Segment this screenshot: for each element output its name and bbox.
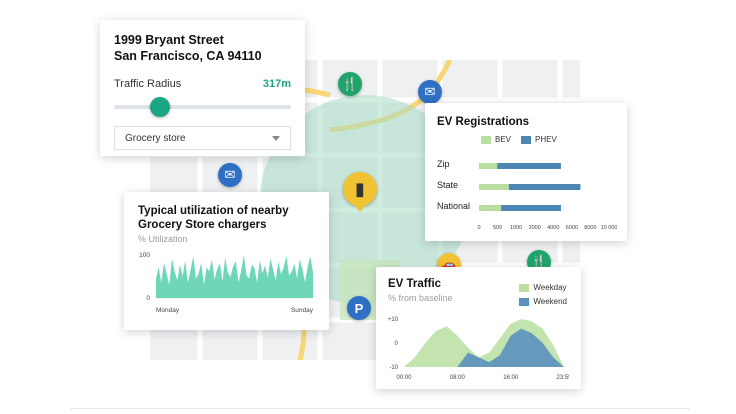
legend-item-phev: PHEV (521, 135, 557, 144)
registrations-legend: BEV PHEV (481, 135, 615, 144)
bar-phev (508, 184, 581, 190)
bar-phev (497, 163, 561, 169)
bar-bev (479, 184, 509, 190)
parking-icon[interactable]: P (347, 296, 371, 320)
registrations-chart: Zip State National 0 500 1000 2000 4000 6000 8000… (437, 159, 617, 231)
address-line-1: 1999 Bryant Street (114, 33, 224, 47)
category-label: National (437, 201, 470, 211)
traffic-y-tick: 0 (395, 341, 399, 347)
category-label: State (437, 180, 458, 190)
utilization-area (156, 254, 313, 298)
util-y-tick-top: 100 (139, 252, 150, 259)
traffic-radius-row: Traffic Radius 317m (114, 78, 291, 90)
charger-icon[interactable]: ▮ (343, 172, 377, 206)
utilization-chart: 100 0 Monday Sunday (139, 252, 314, 314)
x-tick-label: 0 (477, 225, 480, 231)
area-weekend (404, 328, 564, 367)
x-tick-label: 8000 (584, 225, 596, 231)
traffic-x-tick: 16:00 (503, 375, 519, 381)
traffic-y-tick: -10 (389, 365, 398, 371)
mail-icon[interactable]: ✉ (418, 80, 442, 104)
address-card: 1999 Bryant Street San Francisco, CA 941… (100, 20, 305, 156)
traffic-radius-label: Traffic Radius (114, 78, 182, 90)
x-tick-label: 4000 (547, 225, 559, 231)
slider-handle[interactable] (150, 97, 171, 117)
bar-bev (479, 163, 498, 169)
legend-item-weekend: Weekend (519, 295, 567, 309)
traffic-subtitle: % from baseline (388, 293, 453, 303)
utilization-subtitle: % Utilization (138, 234, 188, 244)
traffic-radius-slider[interactable] (114, 96, 291, 118)
x-tick-label: 1000 (510, 225, 522, 231)
legend-item-bev: BEV (481, 135, 511, 144)
traffic-legend: Weekday Weekend (519, 281, 567, 309)
traffic-x-tick: 23:59 (556, 375, 569, 381)
traffic-x-tick: 08:00 (450, 375, 466, 381)
chevron-down-icon (272, 135, 280, 141)
charger-pin-tip (353, 203, 367, 212)
category-label: Zip (437, 159, 450, 169)
x-tick-label: 2000 (529, 225, 541, 231)
legend-item-weekday: Weekday (519, 281, 567, 295)
x-tick-label: 6000 (566, 225, 578, 231)
traffic-card: EV Traffic % from baseline Weekday Weeke… (376, 267, 581, 389)
utilization-title-1: Typical utilization of nearby (138, 205, 289, 217)
place-type-select[interactable]: Grocery store (114, 126, 291, 150)
divider (70, 408, 690, 409)
x-tick-label: 10 000 (601, 225, 617, 231)
utilization-card: Typical utilization of nearby Grocery St… (124, 192, 329, 330)
registrations-title: EV Registrations (437, 116, 530, 128)
traffic-title: EV Traffic (388, 278, 442, 290)
util-y-tick-bottom: 0 (146, 295, 150, 302)
util-x-tick-end: Sunday (291, 307, 314, 314)
mail-icon[interactable]: ✉ (218, 163, 242, 187)
restaurant-icon[interactable]: 🍴 (338, 72, 362, 96)
traffic-y-tick: +10 (388, 317, 399, 323)
place-type-value: Grocery store (125, 132, 186, 144)
util-x-tick-start: Monday (156, 307, 180, 314)
slider-track[interactable] (114, 105, 291, 109)
bar-bev (479, 205, 502, 211)
traffic-x-tick: 00:00 (396, 375, 412, 381)
registrations-card: EV Registrations BEV PHEV Zip State Nation… (425, 103, 627, 241)
traffic-chart: +10 0 -10 00:00 08:00 16:00 23:59 (388, 317, 569, 381)
bar-phev (501, 205, 561, 211)
address-line-2: San Francisco, CA 94110 (114, 49, 262, 63)
traffic-radius-value: 317m (262, 78, 291, 90)
utilization-title-2: Grocery Store chargers (138, 219, 267, 231)
x-tick-label: 500 (493, 225, 502, 231)
